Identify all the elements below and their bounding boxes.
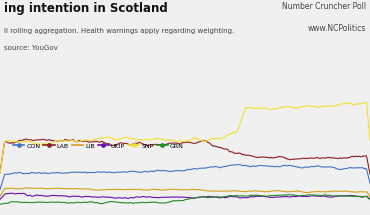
Text: www.NCPolitics: www.NCPolitics bbox=[308, 24, 366, 33]
Legend: CON, LAB, LIB, UKIP, SNP, GRN: CON, LAB, LIB, UKIP, SNP, GRN bbox=[10, 141, 186, 151]
Text: Number Cruncher Poll: Number Cruncher Poll bbox=[282, 2, 366, 11]
Text: ing intention in Scotland: ing intention in Scotland bbox=[4, 2, 168, 15]
Text: ll rolling aggregation. Health warnings apply regarding weighting.: ll rolling aggregation. Health warnings … bbox=[4, 28, 234, 34]
Text: source: YouGov: source: YouGov bbox=[4, 45, 57, 51]
